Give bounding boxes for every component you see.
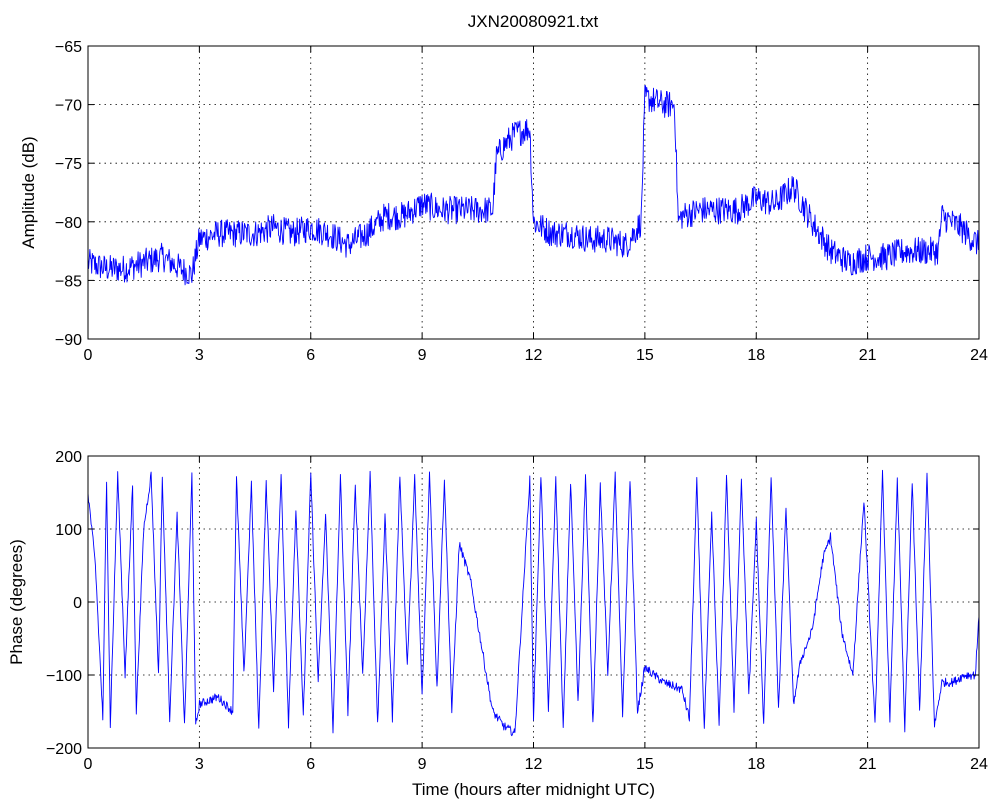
- amplitude-panel: 0 3 6 9 12 15 18 21 24 −65 −70 −75 −80 −85 −90 Amplitud…: [19, 39, 988, 364]
- x-tick-label: 18: [747, 756, 765, 773]
- x-tick-label: 9: [418, 347, 427, 364]
- y-axis-label: Phase (degrees): [7, 539, 26, 665]
- x-tick-label: 9: [418, 756, 427, 773]
- phase-panel: 0 3 6 9 12 15 18 21 24 200 100 0 −100 −200 Phase (degr…: [7, 449, 988, 799]
- x-tick-label: 21: [859, 756, 877, 773]
- y-tick-label: −100: [46, 668, 82, 685]
- y-tick-label: 200: [55, 449, 82, 466]
- y-tick-label: −65: [55, 39, 82, 56]
- y-tick-label: 0: [73, 595, 82, 612]
- x-tick-label: 6: [306, 347, 315, 364]
- y-tick-label: −90: [55, 332, 82, 349]
- x-tick-label: 3: [195, 756, 204, 773]
- x-tick-label: 15: [636, 347, 654, 364]
- y-tick-label: −200: [46, 741, 82, 758]
- chart-title: JXN20080921.txt: [468, 12, 599, 31]
- x-tick-label: 21: [859, 347, 877, 364]
- y-axis-label: Amplitude (dB): [19, 136, 38, 248]
- x-axis-label: Time (hours after midnight UTC): [412, 780, 655, 799]
- x-tick-label: 3: [195, 347, 204, 364]
- data-series-line: [87, 85, 980, 286]
- y-tick-label: −70: [55, 98, 82, 115]
- y-tick-label: 100: [55, 522, 82, 539]
- x-tick-label: 24: [970, 756, 988, 773]
- x-tick-label: 15: [636, 756, 654, 773]
- y-tick-label: −75: [55, 156, 82, 173]
- x-tick-label: 0: [84, 347, 93, 364]
- data-series-line: [87, 469, 980, 737]
- plot-area: [87, 45, 980, 340]
- x-tick-label: 0: [84, 756, 93, 773]
- y-tick-label: −80: [55, 215, 82, 232]
- x-tick-label: 18: [747, 347, 765, 364]
- x-tick-label: 12: [525, 756, 543, 773]
- x-tick-label: 24: [970, 347, 988, 364]
- x-tick-label: 6: [306, 756, 315, 773]
- y-tick-label: −85: [55, 273, 82, 290]
- x-tick-label: 12: [525, 347, 543, 364]
